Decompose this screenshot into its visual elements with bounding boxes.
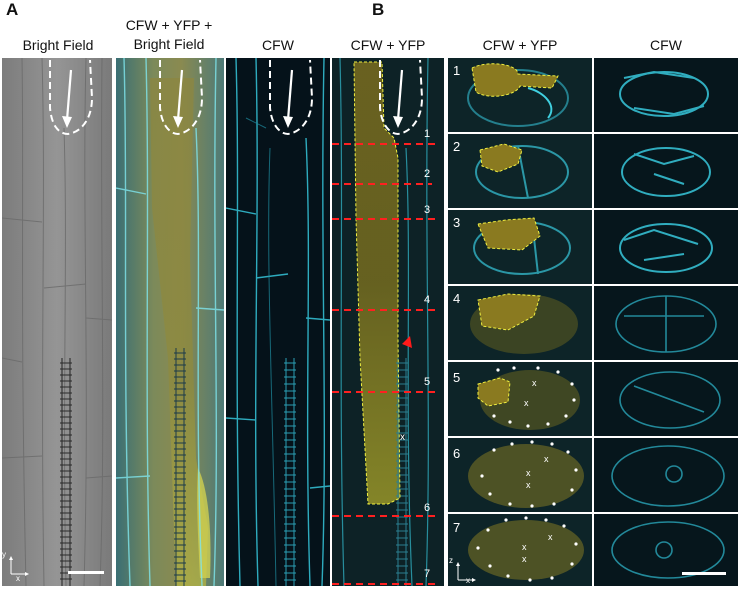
title-merge-bf-line2: Bright Field: [133, 36, 205, 52]
cfw-yfp-panel: 1 2 3 4 5 6 7 x: [332, 58, 444, 586]
section-label-1: 1: [424, 128, 431, 140]
section-4-merge: 4: [448, 286, 592, 360]
row-label-2: 2: [453, 139, 461, 154]
scale-bar-b: [682, 572, 726, 575]
section-1-merge: 1: [448, 58, 592, 132]
section-label-3: 3: [424, 204, 431, 216]
section-3-cfw: [594, 210, 738, 284]
xylem-mark-x: x: [400, 432, 405, 443]
bright-field-panel: y x: [2, 58, 112, 586]
cfw-image: [226, 58, 330, 586]
xylem-mark-5b: x: [524, 398, 529, 408]
row-label-6: 6: [453, 446, 461, 461]
section-label-7: 7: [424, 568, 431, 580]
section-label-4: 4: [424, 294, 431, 306]
xylem-mark-6a: x: [544, 454, 549, 464]
xy-axis-icon: [9, 556, 29, 576]
bright-field-image: [2, 58, 112, 586]
axis-label-x-b: x: [466, 576, 470, 585]
section-7-cfw: [594, 514, 738, 586]
section-label-6: 6: [424, 502, 431, 514]
section-label-2: 2: [424, 168, 431, 180]
row-label-4: 4: [453, 291, 461, 306]
row-label-5: 5: [453, 370, 461, 385]
axis-label-z: z: [449, 556, 453, 565]
xylem-mark-6c: x: [526, 480, 531, 490]
section-2-cfw: [594, 134, 738, 208]
xylem-mark-5a: x: [532, 378, 537, 388]
section-5-merge: 5 x x: [448, 362, 592, 436]
section-label-5: 5: [424, 376, 431, 388]
section-3-merge: 3: [448, 210, 592, 284]
red-arrowhead-icon: [402, 336, 412, 348]
panel-letter-b: B: [372, 0, 385, 19]
section-2-merge: 2: [448, 134, 592, 208]
panel-letter-a: A: [6, 0, 19, 19]
row-label-1: 1: [453, 63, 461, 78]
xylem-mark-7b: x: [522, 542, 527, 552]
merge-bf-image: [116, 58, 224, 586]
section-7-merge: 7 x x x z x: [448, 514, 592, 586]
xylem-mark-6b: x: [526, 468, 531, 478]
cfw-yfp-image: [332, 58, 444, 586]
cfw-panel: [226, 58, 330, 586]
scale-bar-a: [68, 571, 104, 574]
xylem-mark-7c: x: [522, 554, 527, 564]
row-label-7: 7: [453, 520, 461, 535]
cross-section-grid: 1 2 3: [448, 58, 738, 586]
section-6-merge: 6 x x x: [448, 438, 592, 512]
xylem-mark-7a: x: [548, 532, 553, 542]
title-merge-bf-line1: CFW + YFP +: [125, 17, 213, 33]
zx-axis-icon: [456, 562, 476, 582]
title-b-cfw-yfp: CFW + YFP: [482, 37, 558, 53]
section-1-cfw: [594, 58, 738, 132]
title-cfw-yfp: CFW + YFP: [350, 37, 426, 53]
section-6-cfw: [594, 438, 738, 512]
title-cfw: CFW: [262, 37, 294, 53]
title-b-cfw: CFW: [650, 37, 682, 53]
section-5-cfw: [594, 362, 738, 436]
axis-label-y: y: [2, 550, 6, 559]
section-4-cfw: [594, 286, 738, 360]
title-bright-field: Bright Field: [22, 37, 94, 53]
axis-label-x: x: [16, 574, 20, 583]
row-label-3: 3: [453, 215, 461, 230]
merge-bf-panel: [116, 58, 224, 586]
